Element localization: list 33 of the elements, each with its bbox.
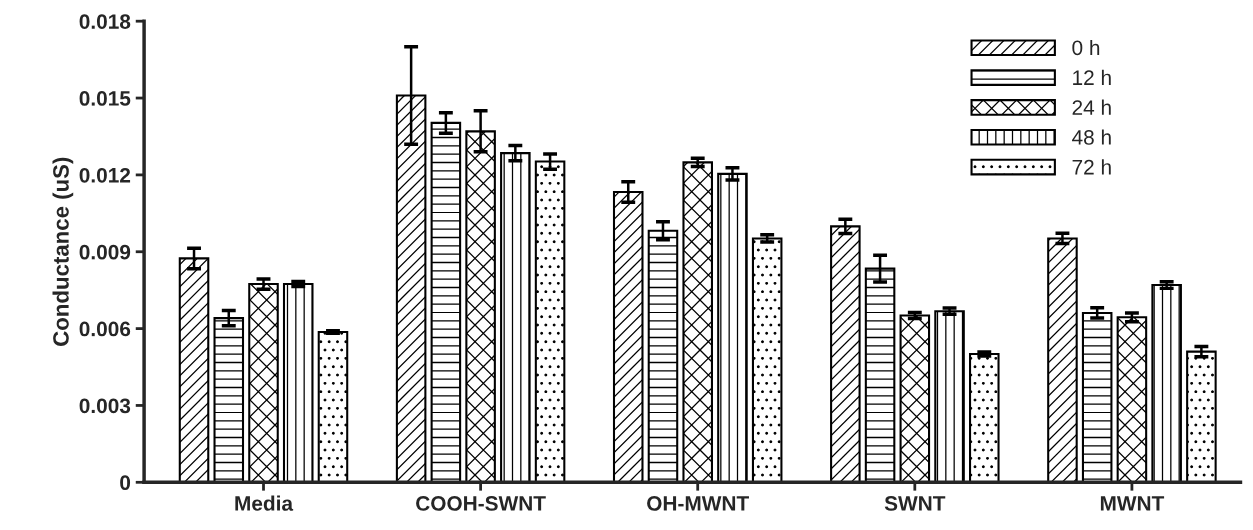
y-tick-label: 0.006 xyxy=(79,321,131,337)
y-axis-title: Conductance (uS) xyxy=(52,157,74,346)
x-tick-label: OH-MWNT xyxy=(647,496,749,511)
bar xyxy=(317,330,349,483)
bar xyxy=(682,161,713,483)
bar xyxy=(1186,350,1217,483)
bar xyxy=(1151,284,1182,483)
legend-label: 0 h xyxy=(1072,39,1100,56)
legend-label: 24 h xyxy=(1072,99,1111,115)
x-tick-label: Media xyxy=(235,495,294,511)
bar xyxy=(248,282,279,483)
x-tick-label: MWNT xyxy=(1100,496,1165,511)
bar xyxy=(717,172,748,483)
x-tick-label: SWNT xyxy=(884,496,946,511)
bar xyxy=(282,282,314,483)
bar xyxy=(751,237,783,483)
y-tick-label: 0.018 xyxy=(79,14,131,29)
bar xyxy=(830,225,861,483)
bar xyxy=(899,314,931,483)
bar xyxy=(969,352,1000,483)
bar xyxy=(1047,237,1078,483)
y-tick-label: 0.012 xyxy=(79,167,131,183)
legend-label: 12 h xyxy=(1073,69,1111,85)
y-tick-label: 0 xyxy=(120,475,131,491)
legend-label: 72 h xyxy=(1072,159,1111,175)
y-tick-label: 0.003 xyxy=(79,398,131,414)
y-tick-label: 0.015 xyxy=(79,91,131,106)
x-tick-label: COOH-SWNT xyxy=(416,496,546,511)
bar xyxy=(1081,311,1113,483)
bar xyxy=(934,310,965,483)
bar xyxy=(534,160,566,483)
y-tick-label: 0.009 xyxy=(79,244,131,260)
legend-label: 48 h xyxy=(1072,129,1111,145)
